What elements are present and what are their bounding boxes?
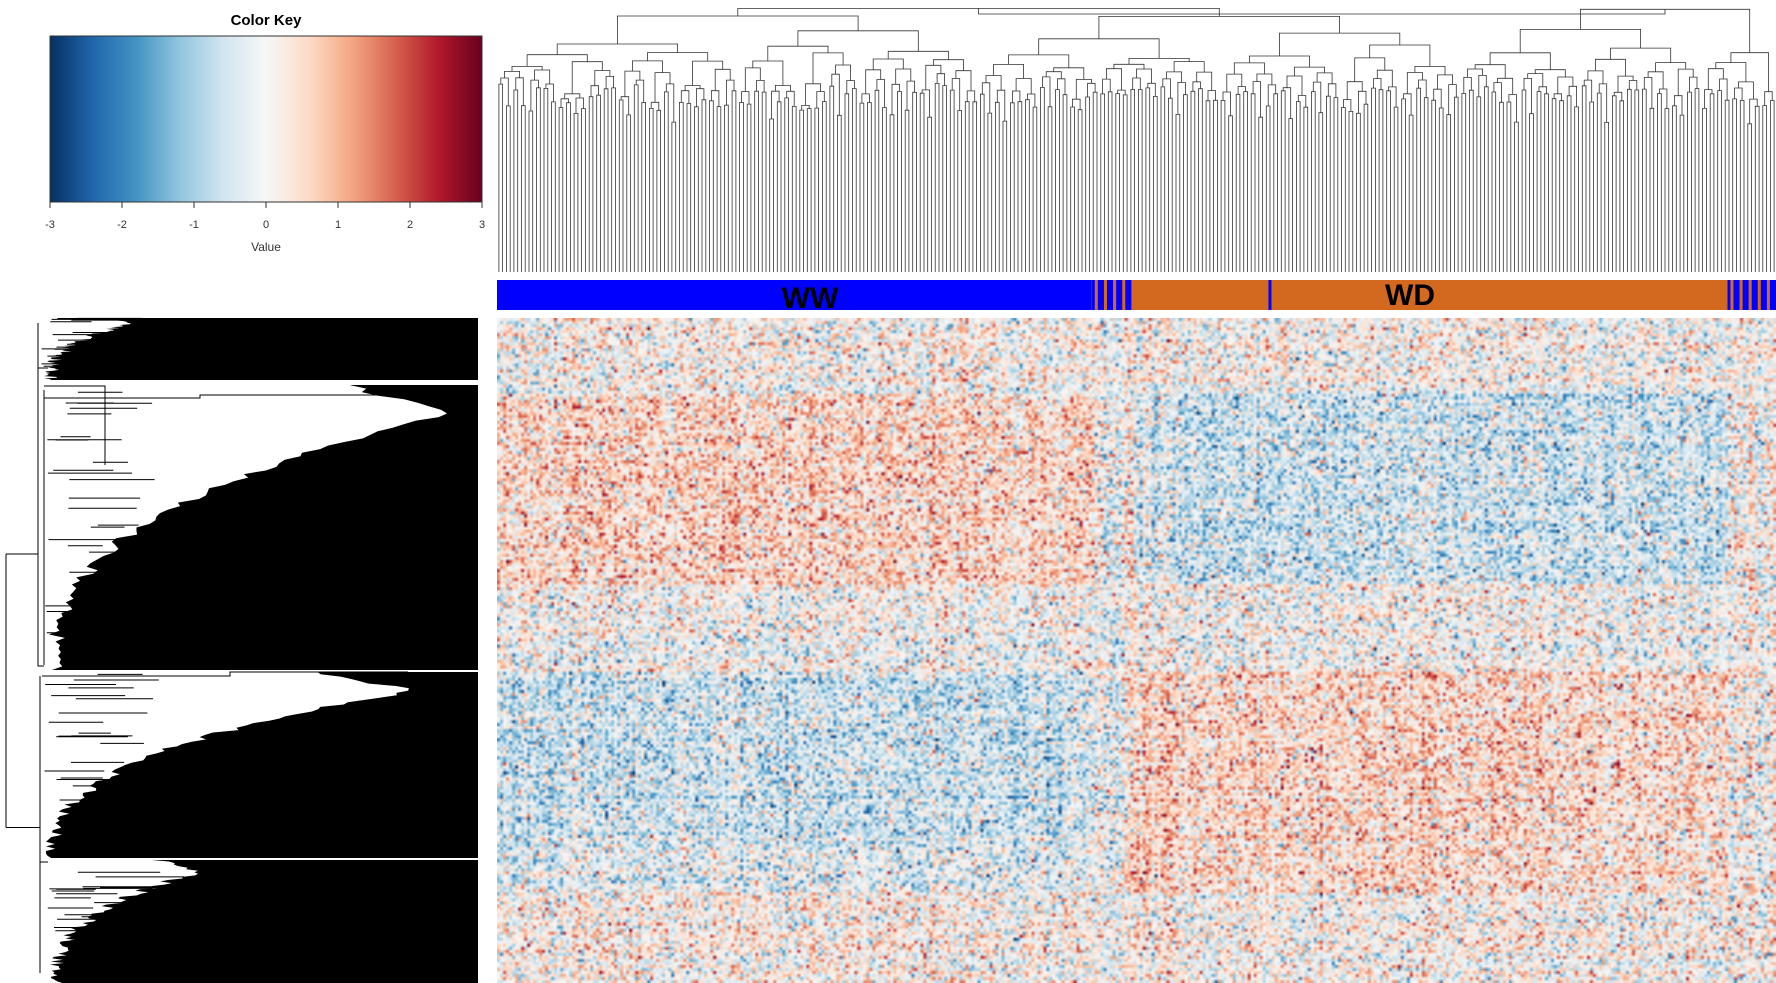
row-dendrogram-cluster xyxy=(50,860,478,983)
column-group-segment xyxy=(1727,280,1731,310)
color-key-tick-label: -2 xyxy=(117,219,127,231)
column-group-segment xyxy=(1268,280,1272,310)
row-dendrogram-cluster xyxy=(48,385,479,670)
color-key-ticks: -3 -2 -1 0 1 2 3 xyxy=(45,202,485,231)
column-group-segment xyxy=(1106,280,1111,310)
color-key-tick-label: -3 xyxy=(45,219,55,231)
column-dendrogram-branches xyxy=(498,8,1775,272)
column-group-segment xyxy=(497,280,1092,310)
column-group-segment xyxy=(1131,280,1728,310)
column-group-segment xyxy=(1113,280,1117,310)
column-group-segment xyxy=(1769,280,1774,310)
color-key-tick-label: 2 xyxy=(407,219,413,231)
column-group-segment xyxy=(1739,280,1743,310)
color-key-tick-label: -1 xyxy=(189,219,199,231)
group-label-ww: WW xyxy=(782,282,839,315)
column-group-segment xyxy=(1730,280,1734,310)
column-group-segment xyxy=(1757,280,1762,310)
column-group-segment xyxy=(1766,280,1771,310)
column-group-segment xyxy=(1119,280,1123,310)
column-group-segment xyxy=(1763,280,1768,310)
column-group-segment xyxy=(1103,280,1108,310)
column-group-segment xyxy=(1122,280,1126,310)
row-dendrogram-cluster xyxy=(46,672,478,858)
column-group-segment xyxy=(1745,280,1749,310)
color-key-title: Color Key xyxy=(231,12,303,29)
color-key-tick-label: 3 xyxy=(479,219,485,231)
column-dendrogram xyxy=(498,8,1775,272)
column-group-segment xyxy=(1116,280,1120,310)
column-group-segment xyxy=(1742,280,1746,310)
row-dendrogram xyxy=(5,317,479,983)
column-group-segment xyxy=(1128,280,1132,310)
column-group-segment xyxy=(1754,280,1759,310)
color-key-tick-label: 0 xyxy=(263,219,269,231)
column-group-segment xyxy=(1125,280,1129,310)
heatmap-matrix xyxy=(497,318,1776,983)
column-group-segment xyxy=(1100,280,1105,310)
color-key-tick-label: 1 xyxy=(335,219,341,231)
column-group-segment xyxy=(1751,280,1756,310)
color-key-xlabel: Value xyxy=(251,240,281,254)
column-group-segment xyxy=(1091,280,1096,310)
column-group-segment xyxy=(1110,280,1114,310)
column-group-segment xyxy=(1733,280,1737,310)
heatmap-cells xyxy=(497,318,1776,983)
color-key-gradient xyxy=(49,35,483,203)
column-group-segment xyxy=(1772,280,1776,310)
column-group-segment xyxy=(1097,280,1102,310)
color-key: Color Key -3 -2 -1 0 1 2 3 Value xyxy=(45,12,485,254)
column-group-segment xyxy=(1748,280,1752,310)
column-group-segment xyxy=(1094,280,1099,310)
column-group-segment xyxy=(1736,280,1740,310)
row-dendrogram-branches xyxy=(5,317,445,980)
column-group-segment xyxy=(1760,280,1765,310)
column-group-bar xyxy=(497,280,1776,310)
group-label-wd: WD xyxy=(1385,279,1435,312)
